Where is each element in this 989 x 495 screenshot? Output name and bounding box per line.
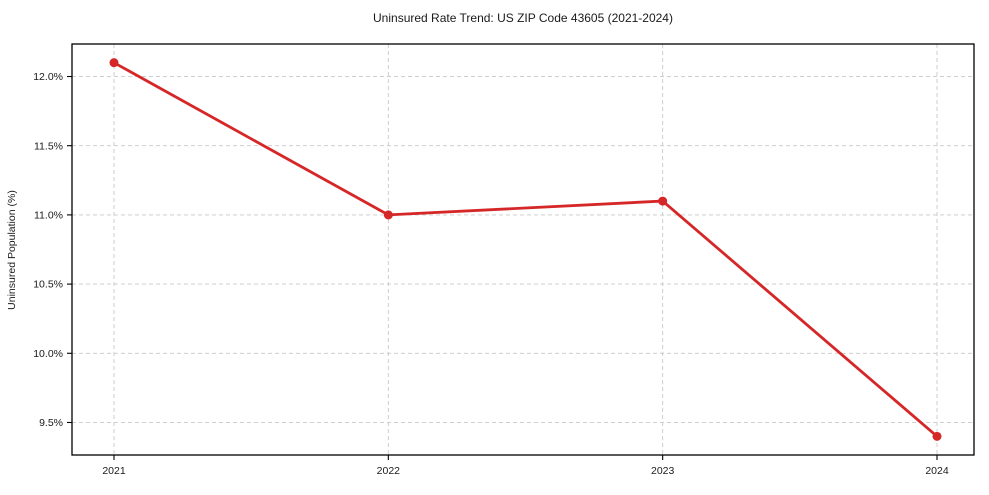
- x-tick-label: 2021: [102, 465, 126, 477]
- plot-border: [71, 43, 975, 456]
- y-tick-label: 10.5%: [33, 279, 63, 291]
- data-point-2024: [932, 431, 942, 441]
- trend-line: [112, 61, 939, 438]
- y-tick-label: 12.0%: [33, 71, 63, 83]
- y-tick-label: 11.5%: [34, 140, 63, 152]
- x-tick-label: 2022: [377, 465, 401, 477]
- y-tick-label: 9.5%: [39, 417, 63, 429]
- data-series-line: [112, 61, 939, 438]
- y-axis-label: Uninsured Population (%): [6, 190, 18, 310]
- data-point-2023: [658, 196, 668, 206]
- data-point-2022: [383, 210, 393, 220]
- gridlines: [72, 44, 974, 455]
- y-tick-label: 11.0%: [34, 210, 63, 222]
- y-tick-label: 10.0%: [33, 348, 63, 360]
- data-series-points: [109, 58, 942, 441]
- chart-title: Uninsured Rate Trend: US ZIP Code 43605 …: [373, 11, 673, 25]
- x-tick-label: 2023: [651, 465, 675, 477]
- data-point-2021: [109, 58, 119, 68]
- tick-labels: 9.5% 10.0% 10.5% 11.0% 11.5% 12.0% 2021 2022 202…: [33, 71, 949, 477]
- axis-ticks: [67, 75, 938, 460]
- x-tick-label: 2024: [925, 465, 949, 477]
